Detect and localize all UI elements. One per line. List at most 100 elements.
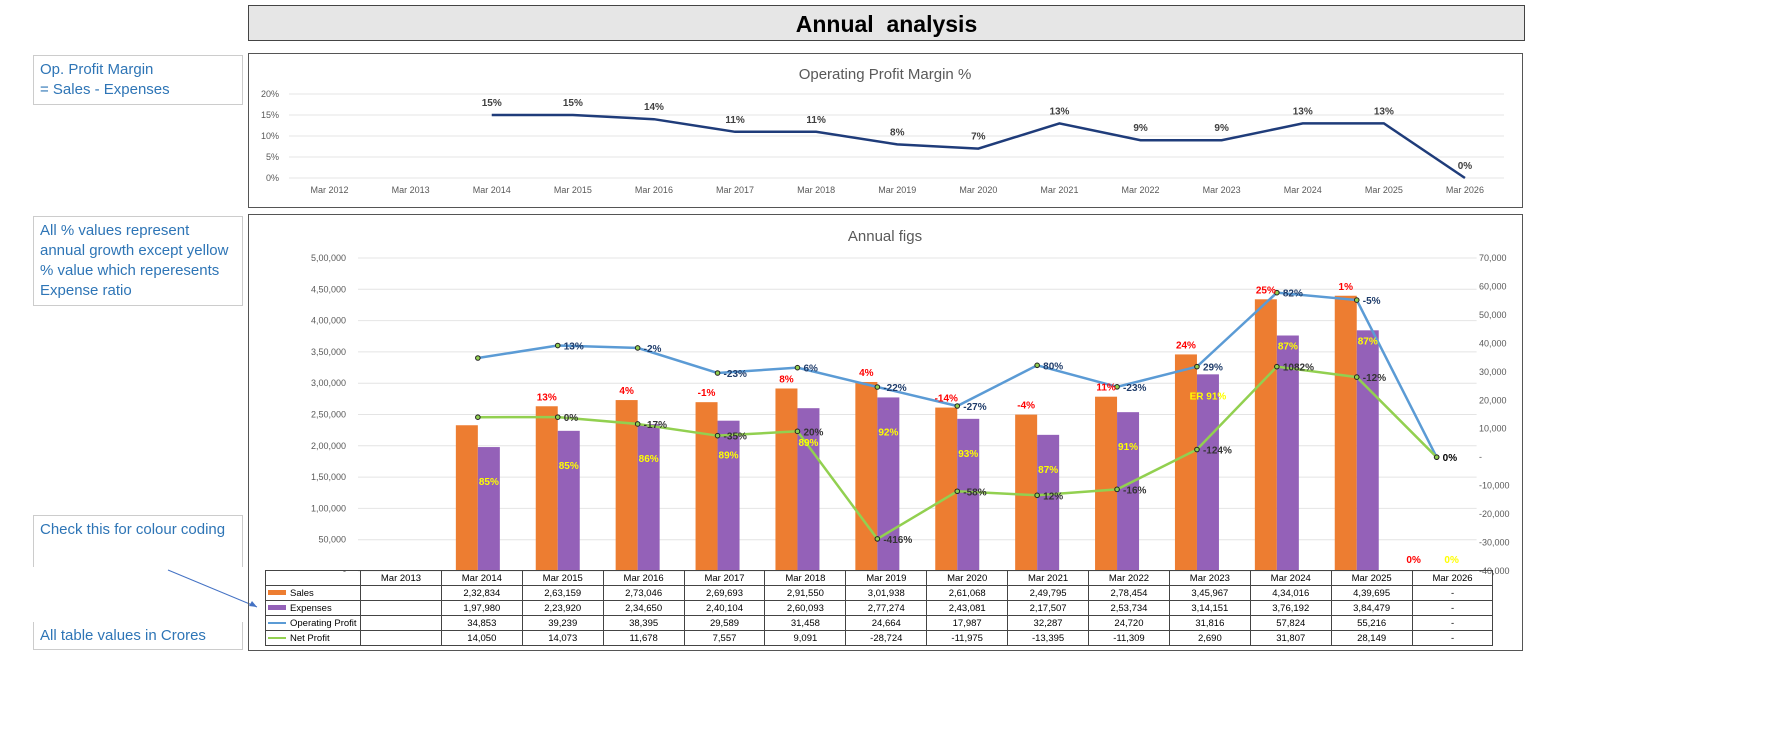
net-profit-point [714,432,721,439]
column-header: Mar 2022 [1088,570,1170,586]
expenses-bar [1276,335,1299,571]
table-cell: 39,239 [521,615,604,631]
sales-growth-label: 25% [1256,285,1276,296]
table-cell: 4,34,016 [1249,585,1332,601]
sales-growth-label: 4% [619,386,634,397]
table-cell: 31,816 [1168,615,1251,631]
np-growth-label: 0% [564,413,579,424]
table-cell: 24,720 [1088,615,1170,631]
table-row: Operating Profit 34,853 39,239 38,395 29,589… [265,615,1494,631]
sales-growth-label: 11% [1096,383,1116,394]
note-growth: All % values represent annual growth exc… [33,216,243,306]
y-left-tick-label: 2,00,000 [311,441,346,451]
table-cell: 2,40,104 [683,600,766,616]
table-row: Net Profit 14,050 14,073 11,678 7,557 9,091 -2… [265,630,1494,646]
y-right-tick-label: - [1479,452,1482,462]
np-growth-label: -12% [1363,373,1386,384]
table-cell: 2,49,795 [1007,585,1090,601]
table-cell: 3,76,192 [1249,600,1332,616]
expense-ratio-label: 93% [958,449,978,460]
op-growth-label: 82% [1283,289,1303,300]
table-cell: 2,63,159 [521,585,604,601]
net-profit-point [1433,454,1440,460]
data-label: 13% [1374,106,1394,117]
operating-profit-point [714,370,721,376]
y-tick-label: 10% [261,131,279,141]
op-growth-label: 29% [1203,363,1223,374]
np-growth-label: 20% [803,427,823,438]
table-cell: 2,69,693 [683,585,766,601]
operating-profit-point [554,342,561,349]
table-cell: 29,589 [683,615,766,631]
operating-profit-point [794,364,801,371]
table-cell: 2,73,046 [602,585,685,601]
table-cell [360,585,442,601]
operating-profit-point [1034,362,1040,369]
x-tick-label: Mar 2020 [959,185,997,195]
table-header-row: Mar 2013 Mar 2014 Mar 2015 Mar 2016 Mar 2017… [265,570,1494,586]
expenses-bar [877,397,900,571]
sales-bar [1334,295,1357,571]
expense-ratio-label: 86% [639,454,659,465]
y-right-tick-label: 70,000 [1479,253,1507,263]
y-left-tick-label: 3,50,000 [311,347,346,357]
series-name: Net Profit [290,632,330,644]
x-tick-label: Mar 2019 [878,185,916,195]
sales-growth-label: 13% [537,392,557,403]
expenses-bar [1356,330,1379,571]
y-right-tick-label: -40,000 [1479,566,1510,576]
data-label: 14% [644,102,664,113]
x-tick-label: Mar 2012 [311,185,349,195]
expense-ratio-label: 0% [1444,555,1459,566]
table-cell: 32,287 [1007,615,1090,631]
net-profit-point [1034,492,1040,499]
np-growth-label: 1082% [1283,363,1314,374]
column-header: Mar 2021 [1007,570,1090,586]
table-cell: 55,216 [1330,615,1413,631]
note-crores: All table values in Crores [33,622,243,650]
annual-figs-chart-box: Annual figs - 50,000 1,00,000 1,50,000 2,00,0… [248,214,1523,651]
y-right-tick-label: -30,000 [1479,538,1510,548]
table-cell: 17,987 [926,615,1009,631]
table-cell: 11,678 [602,630,685,646]
expenses-bar [637,424,660,571]
x-tick-label: Mar 2022 [1122,185,1160,195]
x-tick-label: Mar 2024 [1284,185,1322,195]
table-cell: 2,60,093 [764,600,847,616]
expense-ratio-label: 87% [1278,342,1298,353]
table-cell: 7,557 [683,630,766,646]
np-growth-label: 0% [1443,453,1458,464]
net-profit-point [634,421,641,427]
op-margin-line [491,113,1466,180]
table-cell [360,615,442,631]
net-profit-point [554,414,561,420]
data-label: 7% [971,132,986,143]
expenses-bar [957,418,980,571]
operating-profit-point [1353,297,1360,303]
table-cell: 1,97,980 [440,600,523,616]
expense-ratio-label: 89% [798,438,818,449]
sales-bar [615,400,638,571]
series-name: Sales [290,587,314,599]
sales-growth-label: 8% [779,374,794,385]
net-profit-point [1353,374,1360,380]
y-left-tick-label: 4,00,000 [311,316,346,326]
note-op-margin: Op. Profit Margin = Sales - Expenses [33,55,243,105]
table-cell: 31,807 [1249,630,1332,646]
y-right-tick-label: -20,000 [1479,509,1510,519]
op-margin-chart-box: Operating Profit Margin % 0% 5% 10% 15% 20% Ma… [248,53,1523,208]
x-tick-label: Mar 2016 [635,185,673,195]
expense-ratio-label: 85% [559,461,579,472]
column-header: Mar 2025 [1330,570,1413,586]
data-label: 11% [806,115,826,126]
net-profit-point [874,536,881,542]
expenses-bar [557,430,580,571]
column-header: Mar 2017 [683,570,766,586]
table-cell: 2,78,454 [1088,585,1170,601]
y-left-tick-label: 1,00,000 [311,503,346,513]
operating-profit-point [1114,384,1120,390]
expenses-bar [797,408,820,571]
y-right-tick-label: 30,000 [1479,367,1507,377]
data-table: Mar 2013 Mar 2014 Mar 2015 Mar 2016 Mar 2017… [265,570,1494,646]
